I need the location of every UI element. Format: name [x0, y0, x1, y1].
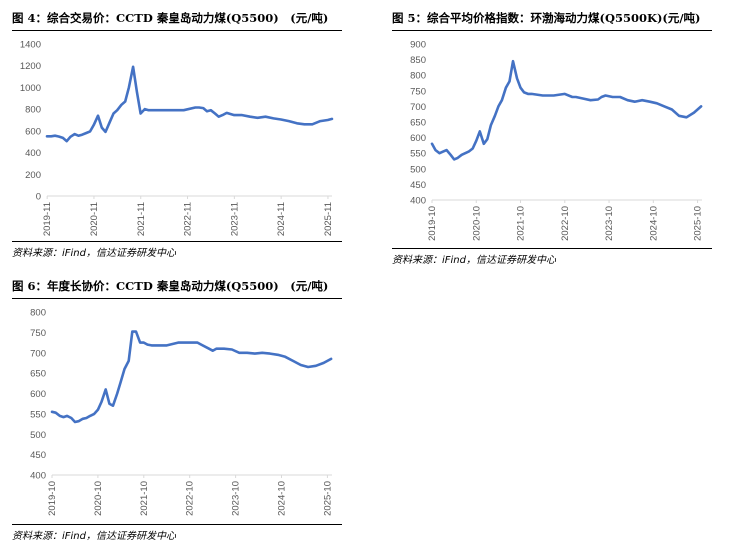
divider [12, 241, 342, 242]
x-tick-label: 2024-10 [277, 481, 288, 516]
divider [12, 30, 342, 32]
series-line [430, 59, 703, 161]
x-tick-label: 2023-10 [231, 481, 242, 516]
x-tick-label: 2020-10 [471, 206, 482, 241]
x-tick-label: 2025-10 [322, 481, 333, 516]
divider [392, 30, 712, 32]
y-tick-label: 550 [30, 409, 46, 420]
y-tick-label: 600 [410, 133, 426, 144]
series-line [50, 330, 333, 424]
chart-title: 图 5：综合平均价格指数：环渤海动力煤(Q5500K)(元/吨) [392, 11, 701, 25]
divider [12, 524, 342, 525]
y-tick-label: 650 [30, 369, 46, 380]
y-tick-label: 600 [30, 389, 46, 400]
y-tick-label: 850 [410, 55, 426, 66]
x-tick-label: 2019-10 [47, 481, 58, 516]
y-tick-label: 200 [25, 170, 41, 181]
line-chart: 400 450 500 550 600 650 700 750 800 850 900 2019-10… [410, 40, 704, 241]
x-tick-label: 2019-10 [427, 206, 438, 241]
line-chart: 0 200 400 600 800 1000 1200 1400 2019-11 2020-11 2… [20, 40, 334, 237]
x-tick-label: 2024-10 [648, 206, 659, 241]
y-tick-label: 400 [25, 148, 41, 159]
x-tick-label: 2024-11 [276, 202, 287, 236]
x-tick-label: 2022-10 [560, 206, 571, 241]
y-tick-label: 1400 [20, 40, 41, 51]
y-tick-label: 450 [410, 180, 426, 191]
divider [392, 248, 712, 249]
source-note: 资料来源：iFind，信达证券研发中心 [392, 255, 556, 266]
x-tick-label: 2021-11 [136, 202, 147, 236]
y-tick-label: 700 [30, 348, 46, 359]
y-tick-label: 500 [30, 430, 46, 441]
y-tick-label: 400 [410, 196, 426, 207]
y-tick-label: 1000 [20, 83, 41, 94]
x-tick-label: 2022-10 [185, 481, 196, 516]
y-tick-label: 700 [410, 102, 426, 113]
y-tick-label: 550 [410, 149, 426, 160]
x-tick-label: 2021-10 [139, 481, 150, 516]
divider [12, 298, 342, 300]
y-tick-label: 0 [36, 192, 41, 203]
y-tick-label: 750 [410, 86, 426, 97]
chart-panel-3: 图 6：年度长协价：CCTD 秦皇岛动力煤(Q5500) (元/吨) 400 45… [12, 276, 342, 544]
source-note: 资料来源：iFind，信达证券研发中心 [12, 531, 176, 542]
y-tick-label: 500 [410, 164, 426, 175]
line-chart: 400 450 500 550 600 650 700 750 800 2019-10 2020-1… [30, 308, 333, 516]
x-tick-label: 2025-10 [693, 206, 704, 241]
x-tick-label: 2025-11 [323, 202, 334, 236]
series-line [45, 65, 334, 143]
y-tick-label: 800 [25, 105, 41, 116]
chart-title: 图 6：年度长协价：CCTD 秦皇岛动力煤(Q5500) (元/吨) [12, 279, 329, 293]
y-tick-label: 750 [30, 328, 46, 339]
y-tick-label: 800 [410, 71, 426, 82]
x-tick-label: 2020-10 [93, 481, 104, 516]
source-note: 资料来源：iFind，信达证券研发中心 [12, 248, 176, 259]
x-tick-label: 2023-11 [229, 202, 240, 236]
y-tick-label: 1200 [20, 61, 41, 72]
x-tick-label: 2020-11 [89, 202, 100, 236]
chart-panel-1: 图 4：综合交易价：CCTD 秦皇岛动力煤(Q5500) (元/吨) 0 200 4… [12, 8, 342, 260]
x-tick-label: 2023-10 [604, 206, 615, 241]
y-tick-label: 450 [30, 450, 46, 461]
chart-panel-2: 图 5：综合平均价格指数：环渤海动力煤(Q5500K)(元/吨) 400 450 5… [392, 8, 712, 270]
chart-title: 图 4：综合交易价：CCTD 秦皇岛动力煤(Q5500) (元/吨) [12, 11, 329, 25]
x-tick-label: 2019-11 [42, 202, 53, 236]
y-tick-label: 650 [410, 118, 426, 129]
x-tick-label: 2022-11 [183, 202, 194, 236]
y-tick-label: 600 [25, 126, 41, 137]
y-tick-label: 800 [30, 308, 46, 319]
x-tick-label: 2021-10 [516, 206, 527, 241]
y-tick-label: 400 [30, 471, 46, 482]
y-tick-label: 900 [410, 40, 426, 51]
